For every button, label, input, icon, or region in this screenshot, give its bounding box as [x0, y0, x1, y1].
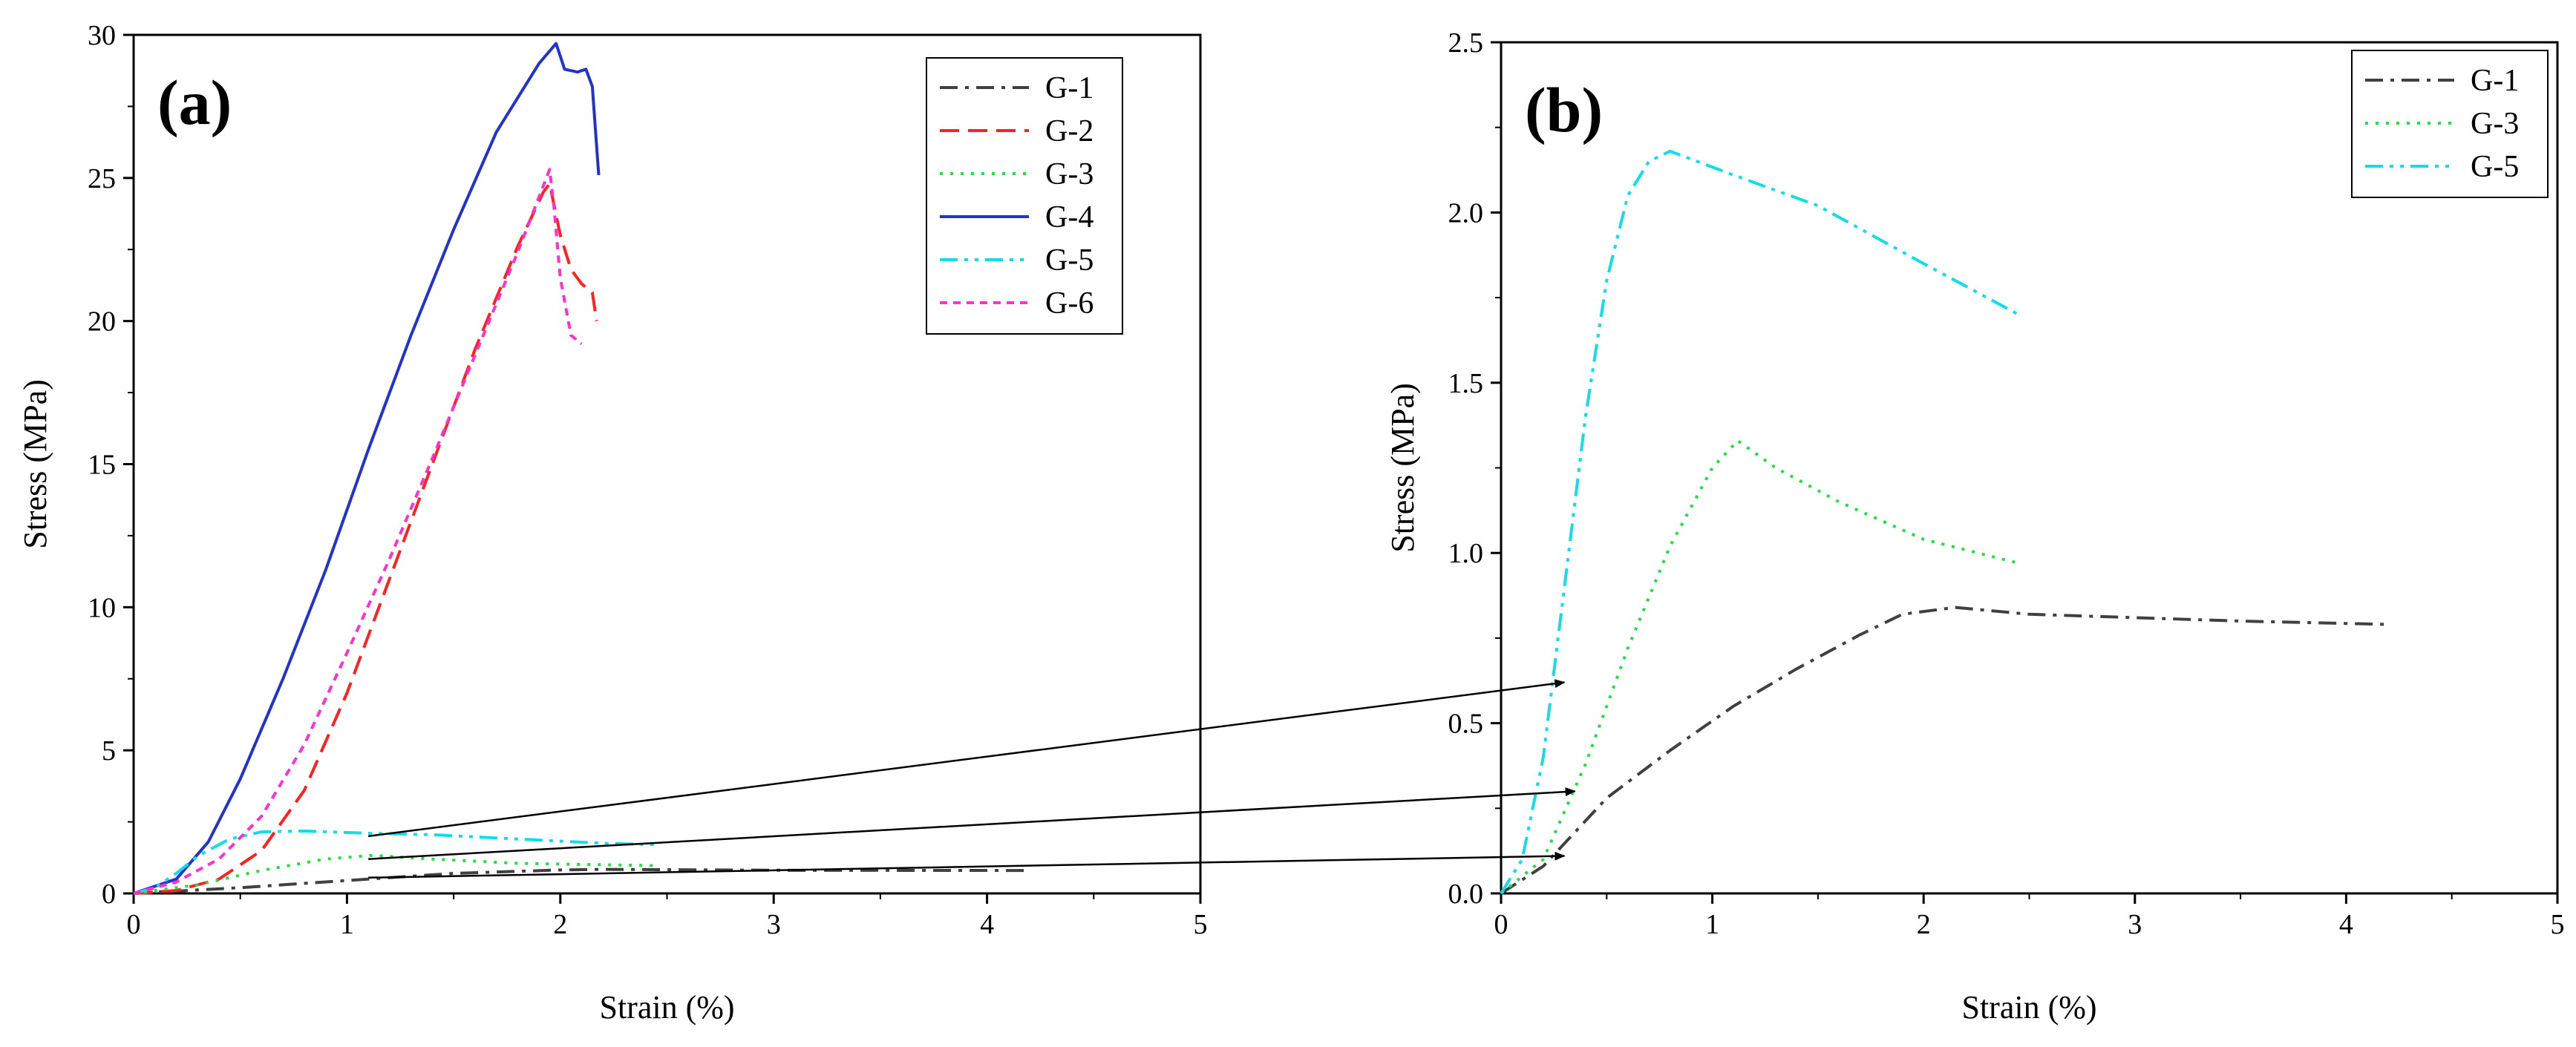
x-tick-label-b: 5: [2551, 909, 2565, 940]
legend-label-G-1: G-1: [1045, 71, 1094, 105]
y-tick-label-a: 0: [102, 879, 116, 910]
series-line-G-5: [1500, 149, 2020, 895]
series-line-G-1: [133, 867, 1030, 895]
legend-label-G-5: G-5: [1045, 243, 1094, 278]
legend-box-a: [926, 57, 1123, 335]
y-axis-title-b: Stress (MPa): [1385, 383, 1421, 553]
series-line-G-5: [133, 829, 657, 895]
series-line-G-6: [133, 168, 583, 895]
y-tick-label-b: 0.0: [1448, 879, 1484, 910]
legend-label-G-3: G-3: [1045, 157, 1094, 191]
legend-label-G-4: G-4: [1045, 200, 1094, 234]
legend-label-G-6: G-6: [1045, 286, 1094, 321]
legend-label-G-1: G-1: [2471, 64, 2519, 98]
x-tick-label-a: 3: [767, 909, 781, 940]
zoom-arrow-G-5: [367, 679, 1566, 838]
x-axis-title-b: Strain (%): [1961, 989, 2096, 1025]
x-tick-label-a: 0: [127, 909, 141, 940]
y-axis-title-a: Stress (MPa): [17, 379, 53, 549]
y-tick-label-a: 10: [88, 592, 116, 623]
annotation-arrows: [367, 679, 1576, 879]
panel-label-a: (a): [157, 67, 232, 138]
x-tick-label-b: 4: [2339, 909, 2353, 940]
panel-label-b: (b): [1525, 74, 1603, 145]
y-tick-label-a: 15: [88, 450, 116, 481]
series-line-G-3: [1500, 439, 2019, 895]
panel-b: 0 1 2 3 4 5 0.0 0.5 1.0 1.5 2.0 2.5 Strain (%) Stress…: [1385, 27, 2565, 1025]
series-line-G-1: [1500, 605, 2389, 895]
y-tick-label-a: 5: [102, 735, 116, 767]
x-tick-label-a: 1: [340, 909, 354, 940]
y-tick-label-b: 2.5: [1448, 27, 1484, 59]
x-tick-label-a: 2: [553, 909, 567, 940]
zoom-arrow-G-3: [368, 787, 1576, 860]
x-axis-title-a: Strain (%): [599, 989, 734, 1025]
panel-a: 0 1 2 3 4 5 0 5 10 15 20 25 30 Strain (%) Stress (MPa)…: [17, 20, 1208, 1025]
y-tick-label-b: 2.0: [1448, 197, 1484, 229]
y-tick-label-b: 0.5: [1448, 709, 1484, 740]
legend-label-G-5: G-5: [2471, 150, 2519, 184]
y-tick-label-b: 1.5: [1448, 368, 1484, 399]
x-tick-label-b: 3: [2128, 909, 2142, 940]
x-tick-label-b: 0: [1494, 909, 1508, 940]
y-tick-label-a: 20: [88, 306, 116, 338]
y-tick-label-b: 1.0: [1448, 538, 1484, 569]
legend-label-G-2: G-2: [1045, 114, 1094, 148]
x-tick-label-b: 1: [1705, 909, 1719, 940]
legend-label-G-3: G-3: [2471, 107, 2519, 141]
series-line-G-2: [133, 182, 598, 895]
x-tick-label-b: 2: [1917, 909, 1931, 940]
y-tick-label-a: 30: [88, 20, 116, 51]
x-tick-label-a: 5: [1194, 909, 1208, 940]
zoom-arrow-G-1: [368, 851, 1566, 879]
y-tick-label-a: 25: [88, 163, 116, 194]
series-line-G-4: [133, 42, 601, 895]
x-tick-label-a: 4: [980, 909, 994, 940]
